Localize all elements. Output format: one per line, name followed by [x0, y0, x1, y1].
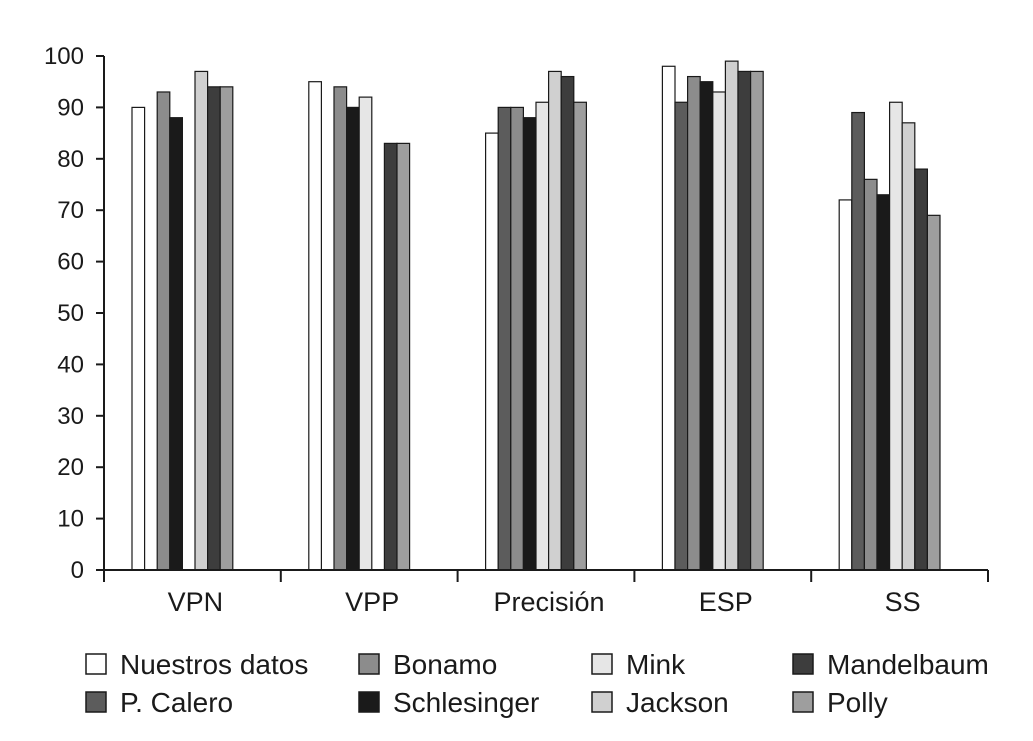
bar-vpp-bonamo	[333, 86, 348, 571]
y-tick-label: 80	[57, 146, 84, 173]
bar-precision-jackson	[547, 70, 562, 571]
legend-swatch-schlesinger	[358, 691, 380, 713]
legend-label-bonamo: Bonamo	[393, 649, 497, 680]
y-tick-label: 10	[57, 506, 84, 533]
bar-vpn-mandelbaum	[207, 86, 221, 571]
bar-vpp-polly	[396, 142, 411, 571]
y-tick-label: 50	[57, 300, 84, 327]
legend-label-p-calero: P. Calero	[120, 687, 233, 718]
bar-vpn-polly	[219, 86, 234, 571]
bar-vpp-mandelbaum	[383, 142, 398, 571]
x-axis: VPN VPP Precisión ESP SS	[103, 569, 989, 617]
bar-esp-bonamo	[686, 75, 701, 571]
bar-ss-bonamo	[863, 178, 878, 571]
bar-vpn-bonamo	[156, 91, 171, 571]
bar-ss-jackson	[901, 122, 916, 571]
y-tick-label: 100	[44, 43, 84, 70]
bar-precision-polly	[573, 101, 587, 571]
bar-precision-schlesinger	[522, 117, 537, 571]
bar-precision-mink	[535, 101, 550, 571]
bar-vpp-schlesinger	[346, 106, 360, 571]
y-tick-label: 60	[57, 249, 84, 276]
bar-esp-schlesinger	[699, 81, 714, 571]
bar-esp-polly	[749, 70, 764, 571]
y-tick-label: 0	[71, 557, 84, 584]
bar-vpn-schlesinger	[169, 117, 184, 571]
bar-ss-schlesinger	[876, 194, 891, 571]
legend-label-jackson: Jackson	[626, 687, 729, 718]
bar-precision-bonamo	[510, 106, 524, 571]
legend-swatch-mink	[591, 653, 613, 675]
bar-precision-p-calero	[497, 106, 512, 571]
bar-esp-mink	[712, 91, 726, 571]
bar-esp-mandelbaum	[737, 70, 752, 571]
legend-swatch-p-calero	[85, 691, 107, 713]
y-axis: 0 10 20 30 40 50 60 70 80 90 100	[44, 43, 105, 584]
bar-vpn-nuestros-datos	[131, 106, 146, 571]
x-tick-label-esp: ESP	[699, 587, 753, 617]
bar-vpp-mink	[358, 96, 373, 571]
x-tick-label-vpn: VPN	[168, 587, 224, 617]
legend-swatch-nuestros-datos	[85, 653, 107, 675]
bar-esp-nuestros-datos	[661, 65, 676, 571]
y-tick-label: 20	[57, 454, 84, 481]
legend-swatch-jackson	[591, 691, 613, 713]
legend-label-mink: Mink	[626, 649, 686, 680]
legend-swatch-bonamo	[358, 653, 380, 675]
x-tick-label-ss: SS	[885, 587, 921, 617]
bar-precision-nuestros-datos	[485, 132, 499, 571]
y-tick-label: 30	[57, 403, 84, 430]
y-tick-label: 70	[57, 197, 84, 224]
y-tick-label: 90	[57, 94, 84, 121]
bar-ss-mink	[888, 101, 903, 571]
bar-ss-mandelbaum	[914, 168, 928, 571]
bar-vpp-nuestros-datos	[308, 81, 322, 571]
legend-swatch-mandelbaum	[792, 653, 814, 675]
bar-vpn-jackson	[194, 70, 209, 571]
legend-label-polly: Polly	[827, 687, 888, 718]
bar-ss-nuestros-datos	[838, 199, 853, 571]
bars	[131, 60, 941, 571]
legend: Nuestros datos P. Calero Bonamo Schlesinger…	[85, 649, 989, 718]
y-tick-label: 40	[57, 351, 84, 378]
bar-ss-polly	[926, 214, 941, 571]
legend-label-mandelbaum: Mandelbaum	[827, 649, 989, 680]
legend-swatch-polly	[792, 691, 814, 713]
bar-esp-p-calero	[674, 101, 689, 571]
bar-esp-jackson	[724, 60, 739, 571]
x-tick-label-precision: Precisión	[493, 587, 604, 617]
x-tick-label-vpp: VPP	[345, 587, 399, 617]
legend-label-schlesinger: Schlesinger	[393, 687, 539, 718]
legend-label-nuestros-datos: Nuestros datos	[120, 649, 308, 680]
bar-precision-mandelbaum	[560, 75, 575, 571]
bar-ss-p-calero	[851, 111, 865, 571]
